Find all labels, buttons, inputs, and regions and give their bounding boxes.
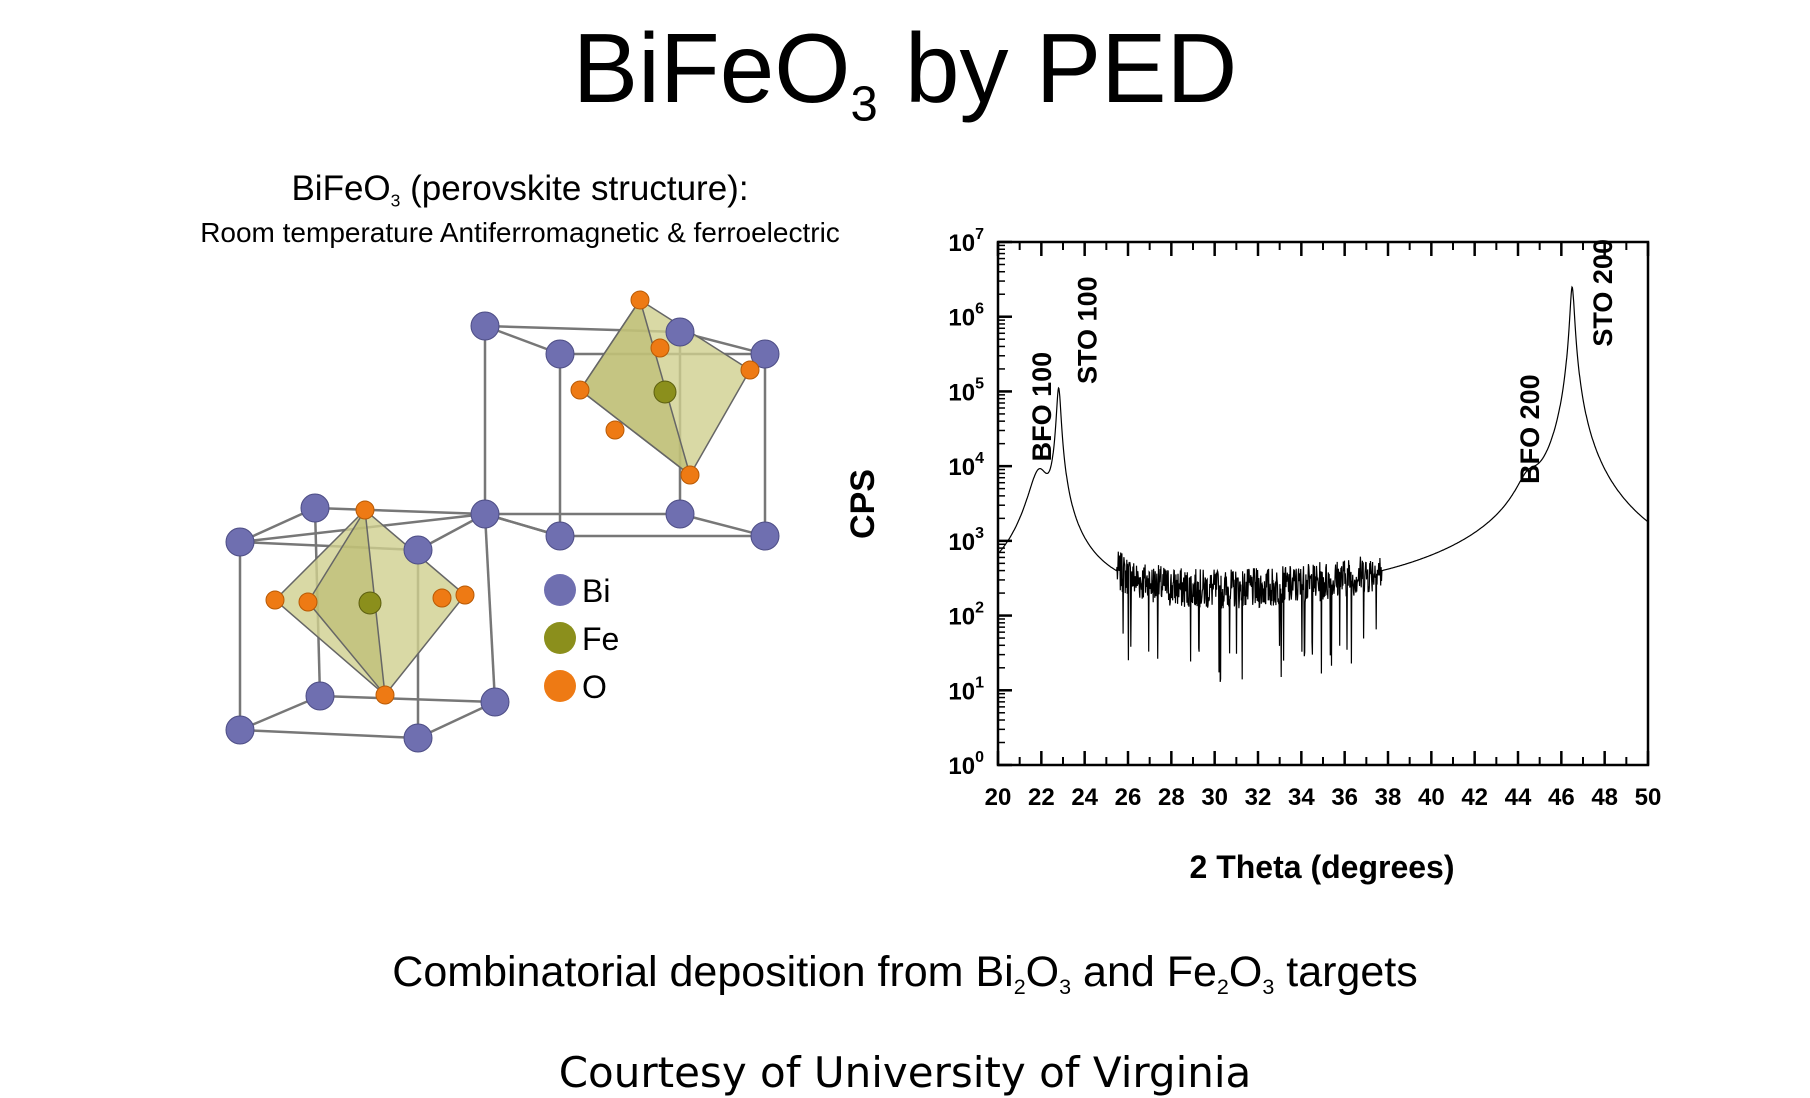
peak-label: STO 200	[1588, 239, 1618, 347]
legend-o-label: O	[582, 669, 607, 705]
xrd-trace	[997, 285, 1649, 682]
x-tick-label: 44	[1505, 784, 1532, 811]
slide-title: BiFeO3 by PED	[572, 13, 1238, 132]
y-tick-label: 101	[948, 674, 984, 705]
o-atom	[650, 338, 670, 358]
bi-atom	[545, 339, 575, 369]
x-tick-label: 26	[1115, 784, 1142, 811]
bi-atom	[480, 687, 510, 717]
legend-fe-label: Fe	[582, 621, 619, 657]
x-tick-label: 32	[1245, 784, 1272, 811]
crystal-structure-diagram: Bi Fe O	[225, 290, 780, 753]
x-tick-label: 40	[1418, 784, 1445, 811]
bi-atom	[665, 499, 695, 529]
x-tick-label: 30	[1201, 784, 1228, 811]
bi-atom	[470, 499, 500, 529]
o-atom	[298, 592, 318, 612]
bi-atom	[300, 493, 330, 523]
y-axis-ticks: 100 101 102 103 104 105 106 107	[948, 226, 1012, 780]
y-tick-label: 105	[948, 375, 984, 406]
atoms	[225, 290, 780, 753]
x-tick-label: 38	[1375, 784, 1402, 811]
x-tick-label: 46	[1548, 784, 1575, 811]
structure-heading: BiFeO3 (perovskite structure):	[291, 169, 749, 211]
bi-atom	[750, 339, 780, 369]
fe-atom	[653, 380, 677, 404]
o-atom	[605, 420, 625, 440]
y-tick-label: 100	[948, 749, 984, 780]
o-atom	[740, 360, 760, 380]
deposition-caption: Combinatorial deposition from Bi2O3 and …	[392, 948, 1418, 1000]
x-axis-ticks: 20 22 24 26 28 30 32 34 36 38 40 42 44 46 48 50	[985, 242, 1662, 811]
y-tick-label: 107	[948, 226, 984, 257]
bi-atom	[403, 535, 433, 565]
bi-atom	[665, 317, 695, 347]
x-tick-label: 24	[1071, 784, 1098, 811]
legend: Bi Fe O	[544, 573, 619, 705]
y-axis-label: CPS	[844, 469, 882, 539]
o-atom	[375, 685, 395, 705]
x-tick-label: 42	[1461, 784, 1488, 811]
structure-subheading: Room temperature Antiferromagnetic & fer…	[200, 217, 840, 248]
o-atom	[455, 585, 475, 605]
credit-line: Courtesy of University of Virginia	[558, 1048, 1252, 1097]
o-atom	[432, 588, 452, 608]
x-tick-label: 34	[1288, 784, 1315, 811]
xrd-chart: 20 22 24 26 28 30 32 34 36 38 40 42 44 46 48 50 1001011…	[844, 226, 1662, 885]
bi-atom	[403, 723, 433, 753]
bi-atom	[225, 527, 255, 557]
y-tick-label: 102	[948, 600, 984, 631]
x-tick-label: 22	[1028, 784, 1055, 811]
o-atom	[570, 380, 590, 400]
o-atom	[630, 290, 650, 310]
x-tick-label: 50	[1635, 784, 1662, 811]
legend-bi-label: Bi	[582, 573, 610, 609]
bi-atom	[305, 681, 335, 711]
y-tick-label: 103	[948, 525, 984, 556]
o-atom	[680, 465, 700, 485]
x-tick-label: 20	[985, 784, 1012, 811]
peak-label: STO 100	[1073, 276, 1103, 384]
x-tick-label: 36	[1331, 784, 1358, 811]
peak-labels: BFO 100 STO 100 BFO 200 STO 200	[1027, 239, 1618, 484]
bi-atom	[470, 311, 500, 341]
bi-atom	[545, 521, 575, 551]
fe-atom	[358, 591, 382, 615]
x-tick-label: 28	[1158, 784, 1185, 811]
y-tick-label: 104	[948, 450, 984, 481]
peak-label: BFO 100	[1027, 352, 1057, 462]
bi-atom	[225, 715, 255, 745]
x-axis-label: 2 Theta (degrees)	[1190, 849, 1455, 885]
x-tick-label: 48	[1591, 784, 1618, 811]
y-tick-label: 106	[948, 301, 984, 332]
o-atom	[265, 590, 285, 610]
o-atom	[355, 500, 375, 520]
bi-atom	[750, 521, 780, 551]
peak-label: BFO 200	[1515, 374, 1545, 484]
